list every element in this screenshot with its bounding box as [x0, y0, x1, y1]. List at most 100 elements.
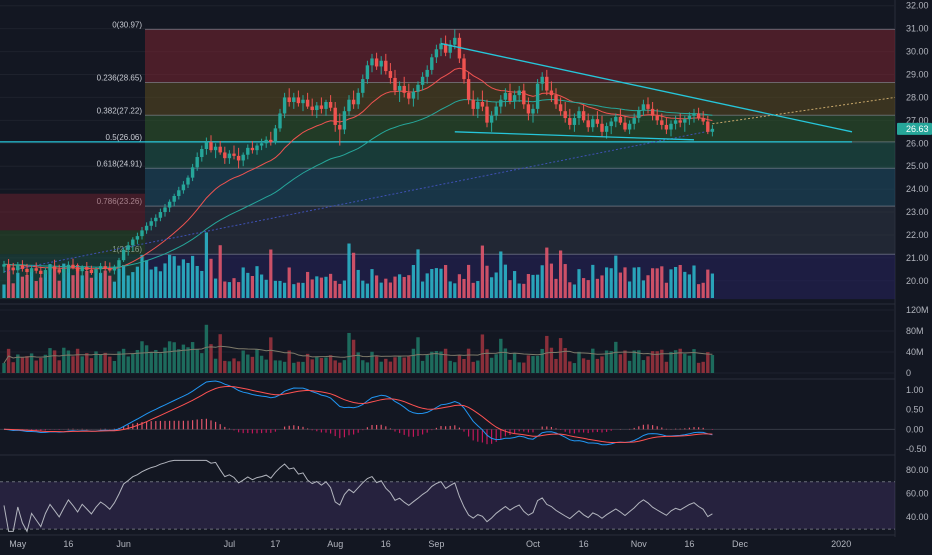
candle-body: [108, 267, 112, 271]
candle-body: [393, 77, 397, 91]
volume-overlay-bar: [701, 282, 705, 298]
candle-body: [57, 269, 61, 273]
candle-body: [710, 128, 715, 132]
volume-overlay-bar: [595, 278, 599, 298]
candle-body: [706, 121, 710, 132]
volume-bar: [227, 361, 232, 373]
candle-body: [655, 115, 659, 121]
candle-body: [471, 99, 475, 109]
volume-overlay-bar: [526, 274, 530, 298]
fib-level-label: 0.382(27.22): [97, 106, 143, 115]
volume-overlay-bar: [361, 280, 365, 298]
volume-overlay-bar: [191, 255, 195, 298]
volume-bar: [296, 361, 301, 373]
volume-bar: [669, 351, 673, 373]
fibonacci-retracement[interactable]: 0(30.97) 0.236(28.65) 0.382(27.22) 0.5(26.0…: [0, 20, 895, 300]
candle-body: [646, 104, 650, 109]
volume-bar: [103, 352, 107, 373]
volume-overlay-bar: [347, 243, 351, 298]
volume-overlay-bar: [605, 267, 609, 298]
fib-zone: [145, 29, 895, 83]
volume-overlay-bar: [646, 275, 650, 298]
candle-body: [278, 113, 282, 129]
candle-body: [209, 142, 213, 151]
volume-bar: [706, 352, 710, 373]
volume-bar: [108, 356, 112, 373]
volume-bar: [149, 352, 153, 373]
candle-body: [453, 37, 457, 45]
candle-body: [462, 58, 466, 80]
volume-overlay-bar: [503, 264, 507, 298]
left-zone-red: [0, 193, 145, 231]
volume-overlay-bar: [637, 267, 641, 298]
volume-overlay-bar: [490, 277, 494, 298]
price-tick-label: 21.00: [906, 253, 929, 263]
volume-overlay-bar: [651, 268, 655, 298]
volume-overlay-bar: [80, 275, 84, 298]
price-tick-label: 32.00: [906, 1, 929, 11]
volume-tick-label: 120M: [906, 305, 929, 315]
volume-overlay-bar: [471, 282, 475, 298]
rsi-line: [3, 459, 713, 533]
volume-overlay-bar: [710, 273, 714, 298]
volume-bar: [512, 353, 517, 373]
volume-overlay-bar: [522, 283, 526, 298]
candle-body: [485, 106, 489, 123]
candle-body: [16, 265, 20, 271]
volume-bar: [604, 350, 609, 373]
candle-body: [333, 107, 337, 125]
volume-bar: [209, 344, 213, 373]
candle-body: [604, 126, 609, 132]
volume-overlay-bar: [126, 275, 130, 298]
candle-body: [669, 123, 673, 130]
candle-body: [305, 99, 310, 107]
volume-overlay-bar: [250, 276, 254, 298]
fib-zone: [145, 82, 895, 116]
volume-bar: [618, 354, 623, 373]
candle-body: [448, 44, 452, 53]
candle-body: [292, 97, 296, 103]
volume-bar: [710, 355, 715, 373]
candle-body: [89, 269, 94, 274]
volume-overlay-bar: [425, 273, 429, 298]
candle-body: [595, 119, 600, 124]
candle-body: [342, 111, 347, 130]
volume-overlay-bar: [513, 271, 517, 298]
candle-body: [2, 264, 6, 267]
candle-body: [701, 118, 705, 122]
volume-bar: [526, 355, 531, 373]
volume-overlay-bar: [356, 269, 360, 298]
candle-body: [517, 90, 521, 96]
time-tick-label: 16: [381, 539, 391, 549]
volume-bar: [416, 337, 420, 373]
volume-bar: [48, 348, 52, 373]
volume-overlay-bar: [338, 283, 342, 298]
volume-bar: [641, 360, 646, 373]
volume-bar: [508, 359, 512, 373]
time-tick-label: Oct: [526, 539, 541, 549]
volume-overlay-bar: [204, 232, 208, 298]
volume-overlay-bar: [131, 272, 135, 298]
volume-overlay-bar: [388, 282, 392, 298]
lower-trendline: [454, 131, 695, 141]
volume-overlay-bar: [315, 276, 319, 298]
volume-overlay-bar: [600, 275, 604, 298]
candle-body: [480, 102, 485, 107]
candle-body: [600, 123, 604, 132]
trendlines[interactable]: [440, 42, 853, 141]
candle-body: [641, 104, 646, 111]
candle-body: [80, 267, 84, 272]
volume-bar: [664, 361, 669, 373]
volume-overlay-bar: [195, 265, 199, 298]
volume-bar: [522, 362, 526, 373]
volume-bar: [397, 355, 402, 373]
candle-body: [144, 225, 149, 231]
volume-overlay-bar: [122, 265, 126, 298]
candle-body: [568, 118, 572, 125]
rsi-tick-label: 80.00: [906, 465, 929, 475]
candle-body: [273, 128, 278, 143]
macd-tick-label: 0.50: [906, 405, 924, 415]
volume-bar: [305, 353, 310, 373]
